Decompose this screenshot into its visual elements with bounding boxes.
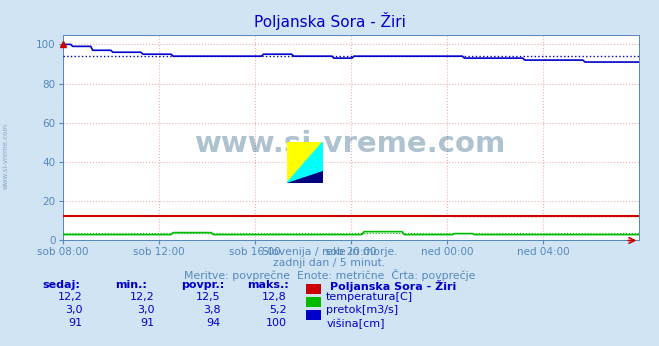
- Text: www.si-vreme.com: www.si-vreme.com: [2, 122, 9, 189]
- Text: 5,2: 5,2: [269, 305, 287, 315]
- Text: višina[cm]: višina[cm]: [326, 318, 385, 329]
- Text: min.:: min.:: [115, 280, 147, 290]
- Text: www.si-vreme.com: www.si-vreme.com: [195, 130, 507, 158]
- Text: 12,5: 12,5: [196, 292, 221, 302]
- Text: 100: 100: [266, 318, 287, 328]
- Text: 3,8: 3,8: [203, 305, 221, 315]
- Text: Slovenija / reke in morje.: Slovenija / reke in morje.: [262, 247, 397, 257]
- Text: 91: 91: [141, 318, 155, 328]
- Polygon shape: [287, 142, 323, 183]
- Text: Poljanska Sora - Žiri: Poljanska Sora - Žiri: [330, 280, 456, 292]
- Text: pretok[m3/s]: pretok[m3/s]: [326, 305, 398, 315]
- Text: 3,0: 3,0: [65, 305, 82, 315]
- Text: Poljanska Sora - Žiri: Poljanska Sora - Žiri: [254, 12, 405, 30]
- Text: 12,2: 12,2: [130, 292, 155, 302]
- Text: sedaj:: sedaj:: [43, 280, 80, 290]
- Text: maks.:: maks.:: [247, 280, 289, 290]
- Text: zadnji dan / 5 minut.: zadnji dan / 5 minut.: [273, 258, 386, 268]
- Text: Meritve: povprečne  Enote: metrične  Črta: povprečje: Meritve: povprečne Enote: metrične Črta:…: [184, 269, 475, 281]
- Polygon shape: [287, 142, 323, 183]
- Text: 12,8: 12,8: [262, 292, 287, 302]
- Polygon shape: [287, 171, 323, 183]
- Text: 12,2: 12,2: [57, 292, 82, 302]
- Text: 3,0: 3,0: [137, 305, 155, 315]
- Text: 94: 94: [206, 318, 221, 328]
- Text: 91: 91: [69, 318, 82, 328]
- Text: temperatura[C]: temperatura[C]: [326, 292, 413, 302]
- Text: povpr.:: povpr.:: [181, 280, 225, 290]
